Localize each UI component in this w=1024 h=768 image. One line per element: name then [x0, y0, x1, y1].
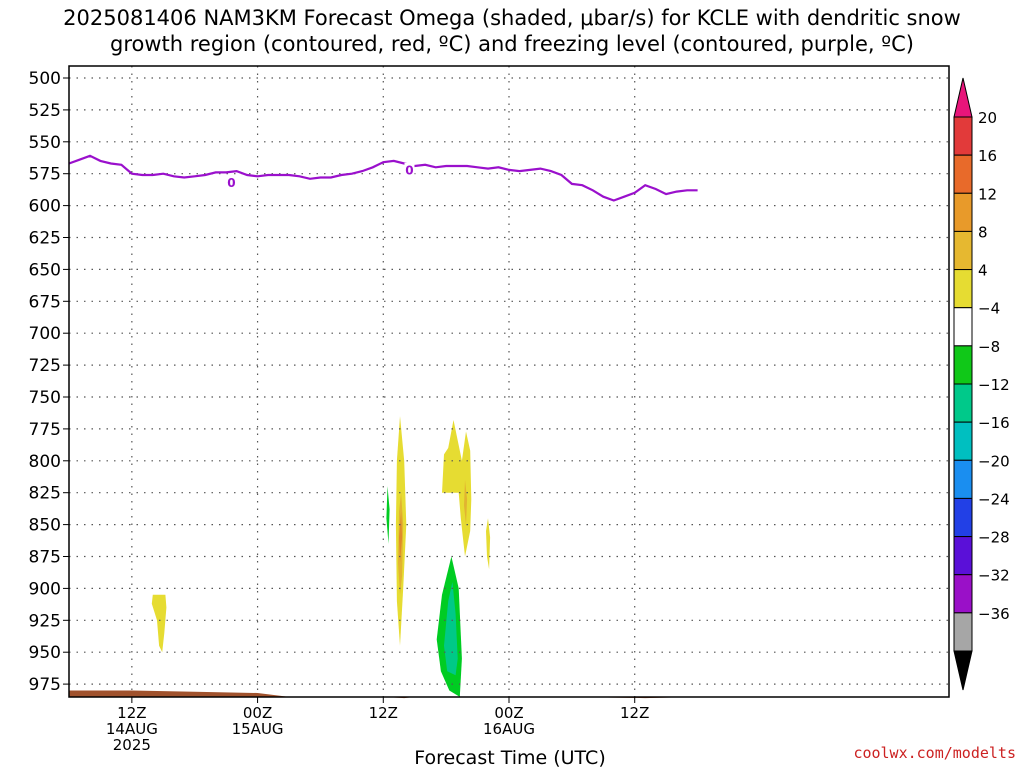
colorbar-label-0: 20	[978, 109, 997, 127]
x-tick-label-54-0: 12Z	[620, 704, 649, 722]
colorbar-box-4	[953, 269, 973, 309]
omega-region-4	[442, 420, 472, 557]
freezing-level-line	[68, 154, 698, 202]
colorbar-label-10: −24	[978, 490, 1010, 508]
colorbar-label-8: −16	[978, 414, 1010, 432]
ground-layer	[69, 690, 949, 699]
colorbar-box-7	[953, 383, 973, 423]
colorbar-label-3: 8	[978, 223, 988, 241]
omega-region-9	[444, 582, 458, 676]
colorbar-label-5: −4	[978, 300, 1000, 318]
omega-shading-layer	[151, 416, 491, 697]
y-tick-label-925: 925	[29, 611, 61, 631]
colorbar-top-arrow	[953, 77, 973, 118]
colorbar-label-6: −8	[978, 338, 1000, 356]
ground-surface	[69, 690, 949, 699]
colorbar-label-7: −12	[978, 376, 1010, 394]
colorbar-box-11	[953, 536, 973, 576]
credit-text: coolwx.com/modelts	[853, 744, 1016, 762]
colorbar-box-9	[953, 459, 973, 499]
y-tick-label-950: 950	[29, 643, 61, 663]
y-tick-label-650: 650	[29, 260, 61, 280]
omega-region-6	[486, 518, 491, 570]
x-tick-label-6-0: 12Z	[117, 704, 146, 722]
x-tick-label-6-2: 2025	[113, 736, 151, 754]
y-axis-ticks: 500 525 550 575 600 625 650 675 700 725 750 775 800 8…	[29, 69, 69, 695]
y-tick-label-550: 550	[29, 133, 61, 153]
colorbar-label-13: −36	[978, 605, 1010, 623]
colorbar-label-12: −32	[978, 567, 1010, 585]
colorbar-box-0	[953, 116, 973, 156]
y-tick-label-625: 625	[29, 229, 61, 249]
colorbar-label-2: 12	[978, 185, 997, 203]
y-tick-label-700: 700	[29, 324, 61, 344]
y-tick-label-575: 575	[29, 165, 61, 185]
y-tick-label-750: 750	[29, 388, 61, 408]
x-tick-label-18-1: 15AUG	[232, 720, 284, 738]
y-tick-label-600: 600	[29, 197, 61, 217]
colorbar-box-10	[953, 497, 973, 538]
y-tick-label-875: 875	[29, 548, 61, 568]
freezing-level-label-0: 0	[227, 176, 235, 190]
x-tick-label-18-0: 00Z	[243, 704, 272, 722]
colorbar-box-5	[953, 307, 973, 347]
colorbar-box-12	[953, 574, 973, 614]
colorbar-box-3	[953, 230, 973, 271]
omega-region-3	[399, 511, 403, 563]
colorbar-label-11: −28	[978, 529, 1010, 547]
chart-title-line1: 2025081406 NAM3KM Forecast Omega (shaded…	[63, 6, 961, 30]
x-tick-label-6-1: 14AUG	[106, 720, 158, 738]
colorbar-box-1	[953, 154, 973, 194]
y-tick-label-900: 900	[29, 579, 61, 599]
y-tick-label-825: 825	[29, 484, 61, 504]
omega-region-7	[386, 486, 390, 544]
y-tick-label-975: 975	[29, 675, 61, 695]
colorbar-bottom-arrow	[953, 650, 973, 691]
omega-region-0	[151, 594, 167, 653]
chart-title-line2: growth region (contoured, red, ºC) and f…	[110, 32, 914, 56]
colorbar-box-6	[953, 345, 973, 385]
freezing-label-bg-1	[404, 162, 415, 176]
colorbar-label-1: 16	[978, 147, 997, 165]
grid-layer	[69, 66, 949, 697]
y-tick-label-775: 775	[29, 420, 61, 440]
x-tick-label-42-1: 16AUG	[483, 720, 535, 738]
freezing-label-bg-0	[226, 175, 237, 189]
freezing-level-label-1: 0	[405, 163, 413, 177]
colorbar-box-8	[953, 421, 973, 461]
y-tick-label-675: 675	[29, 292, 61, 312]
x-axis-title: Forecast Time (UTC)	[414, 747, 605, 768]
colorbar-box-2	[953, 192, 973, 232]
y-tick-label-500: 500	[29, 69, 61, 89]
y-tick-label-850: 850	[29, 516, 61, 536]
colorbar-label-9: −20	[978, 452, 1010, 470]
x-tick-label-42-0: 00Z	[494, 704, 523, 722]
freezing-level-layer: 00	[68, 154, 698, 202]
colorbar-box-13	[953, 612, 973, 652]
y-tick-label-525: 525	[29, 101, 61, 121]
x-tick-label-30-0: 12Z	[369, 704, 398, 722]
colorbar: 20 16 12 8 4 −4 −8 −12 −16 −20 −24 −28 −32 −36	[953, 77, 1010, 691]
colorbar-label-4: 4	[978, 262, 988, 280]
y-tick-label-800: 800	[29, 452, 61, 472]
y-tick-label-725: 725	[29, 356, 61, 376]
omega-region-5	[464, 479, 468, 525]
